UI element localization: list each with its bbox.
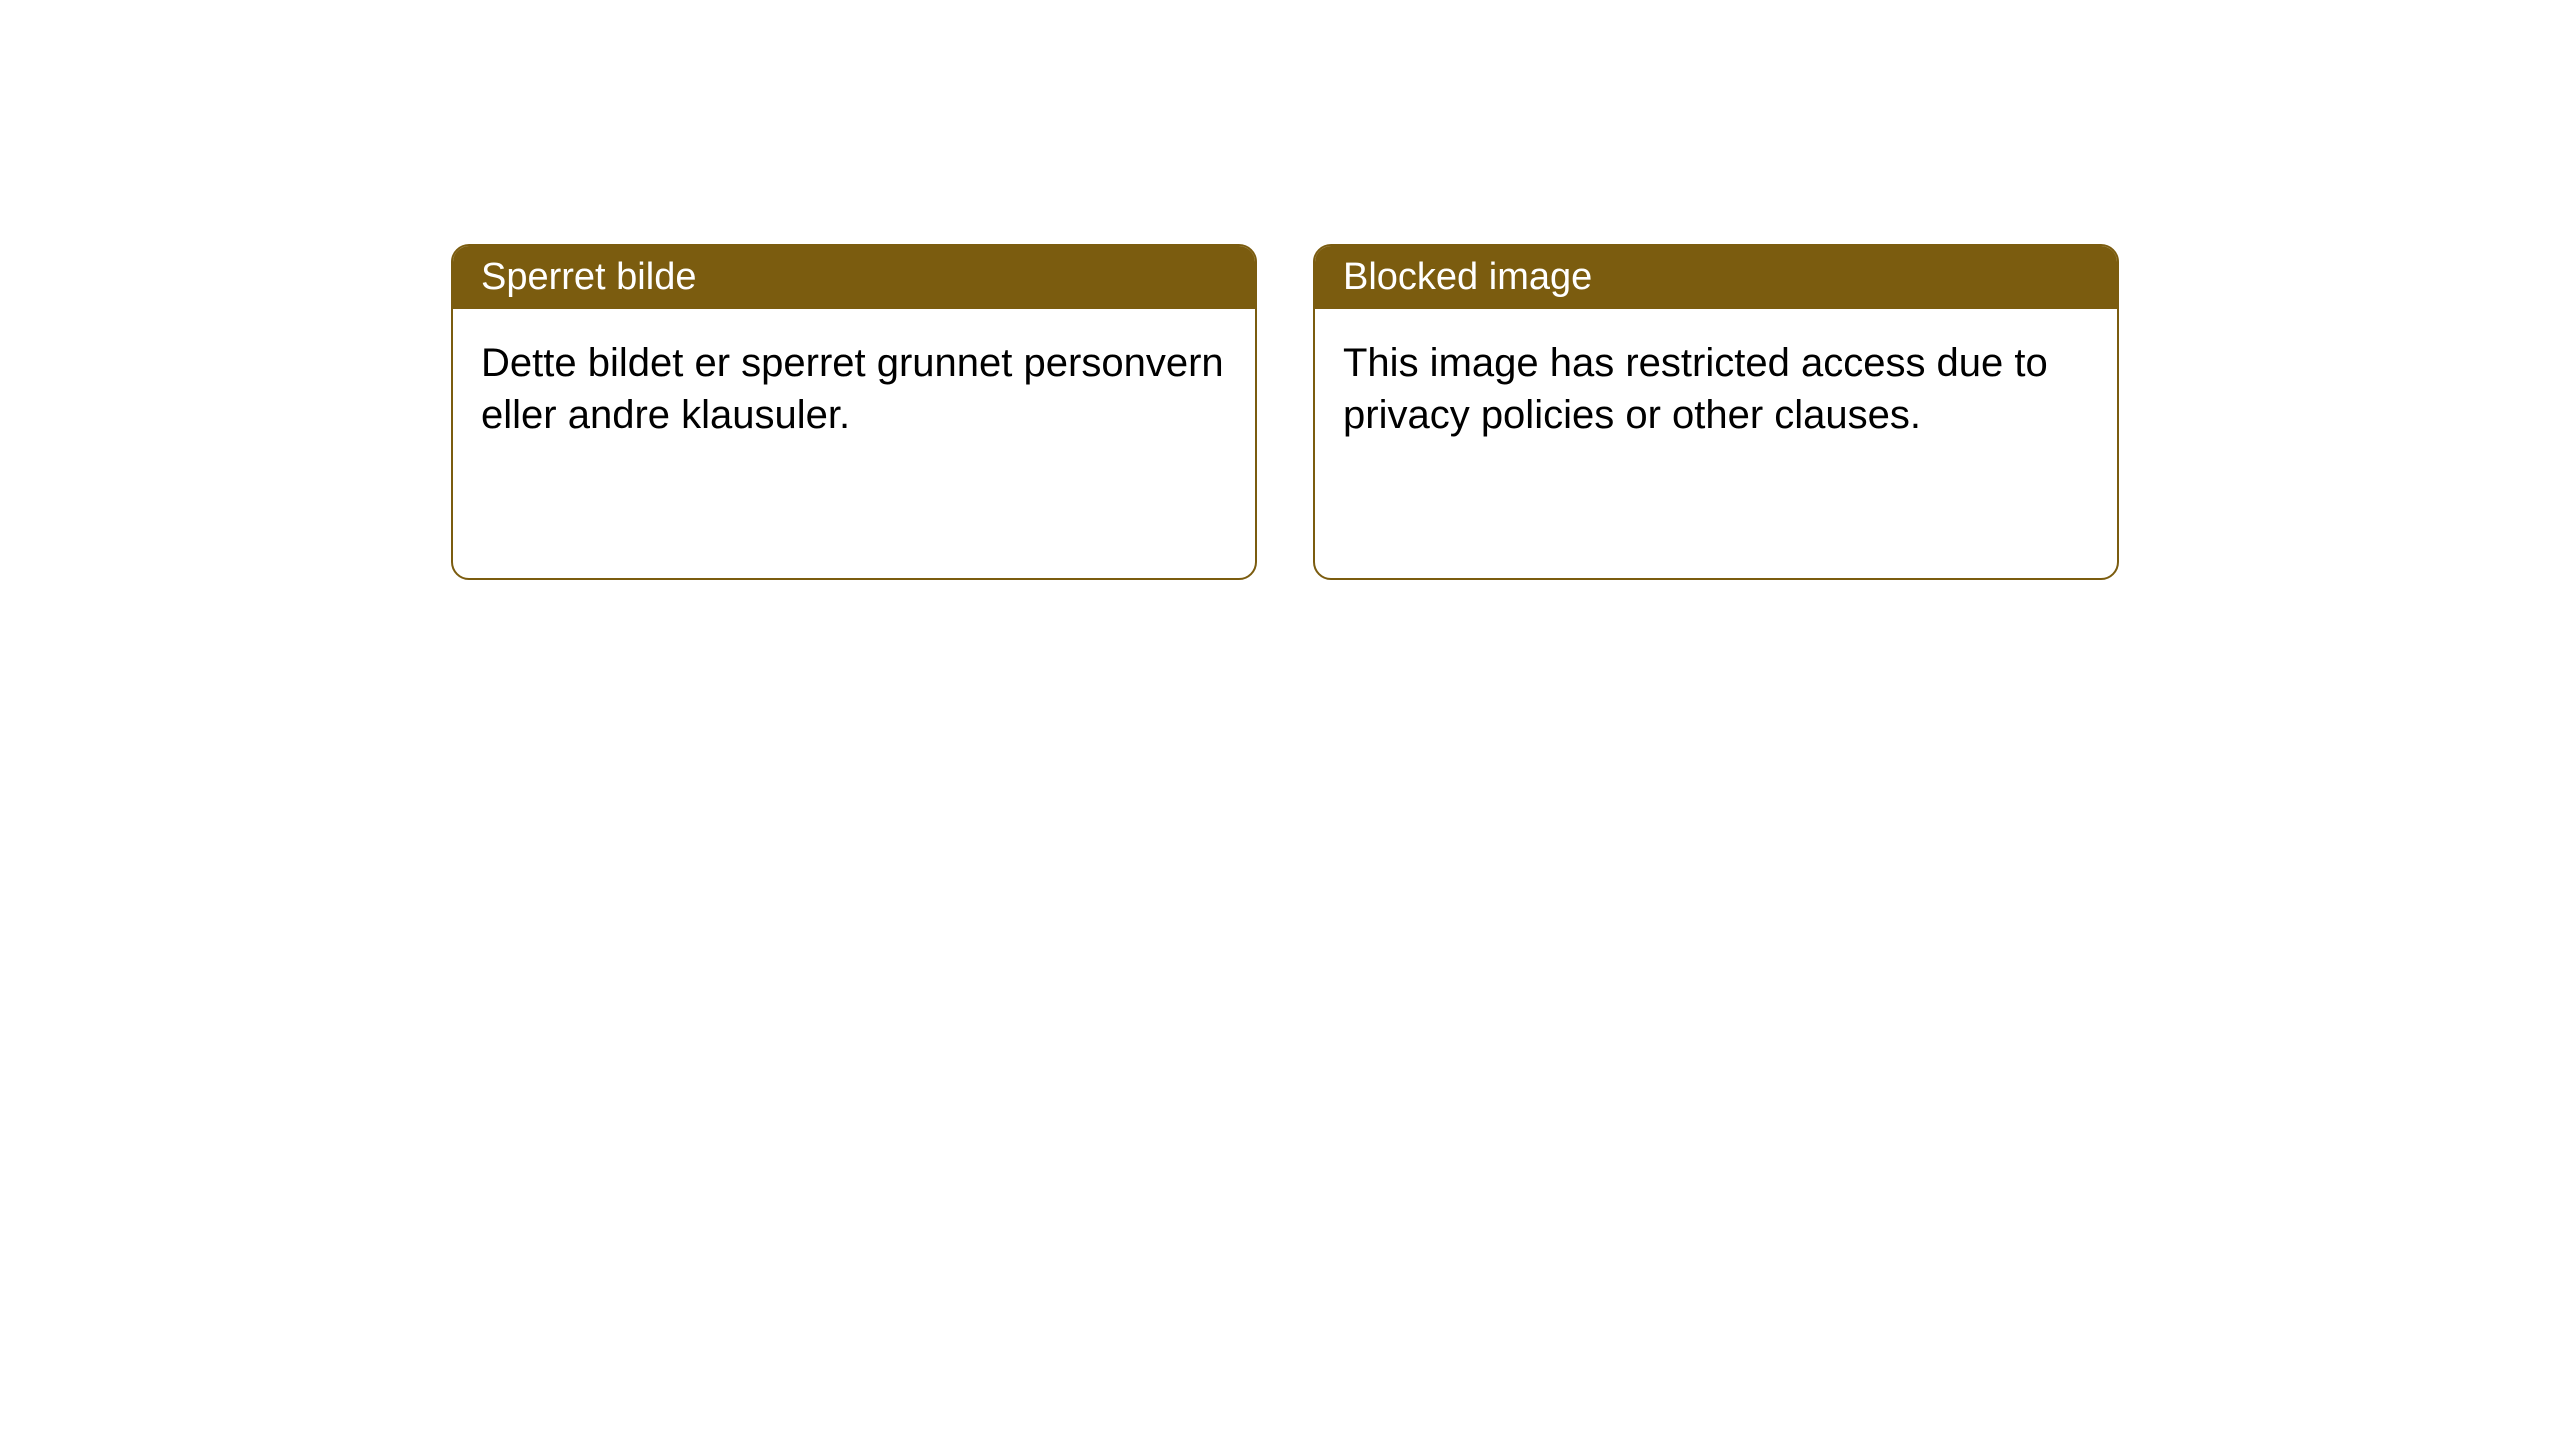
notice-text-norwegian: Dette bildet er sperret grunnet personve… [481,341,1224,437]
notice-header-english: Blocked image [1315,246,2117,309]
notice-title-english: Blocked image [1343,256,1592,298]
notice-box-norwegian: Sperret bilde Dette bildet er sperret gr… [451,244,1257,580]
notice-body-english: This image has restricted access due to … [1315,309,2117,469]
notice-title-norwegian: Sperret bilde [481,256,696,298]
notice-header-norwegian: Sperret bilde [453,246,1255,309]
notice-container: Sperret bilde Dette bildet er sperret gr… [451,244,2119,580]
notice-box-english: Blocked image This image has restricted … [1313,244,2119,580]
notice-text-english: This image has restricted access due to … [1343,341,2048,437]
notice-body-norwegian: Dette bildet er sperret grunnet personve… [453,309,1255,469]
